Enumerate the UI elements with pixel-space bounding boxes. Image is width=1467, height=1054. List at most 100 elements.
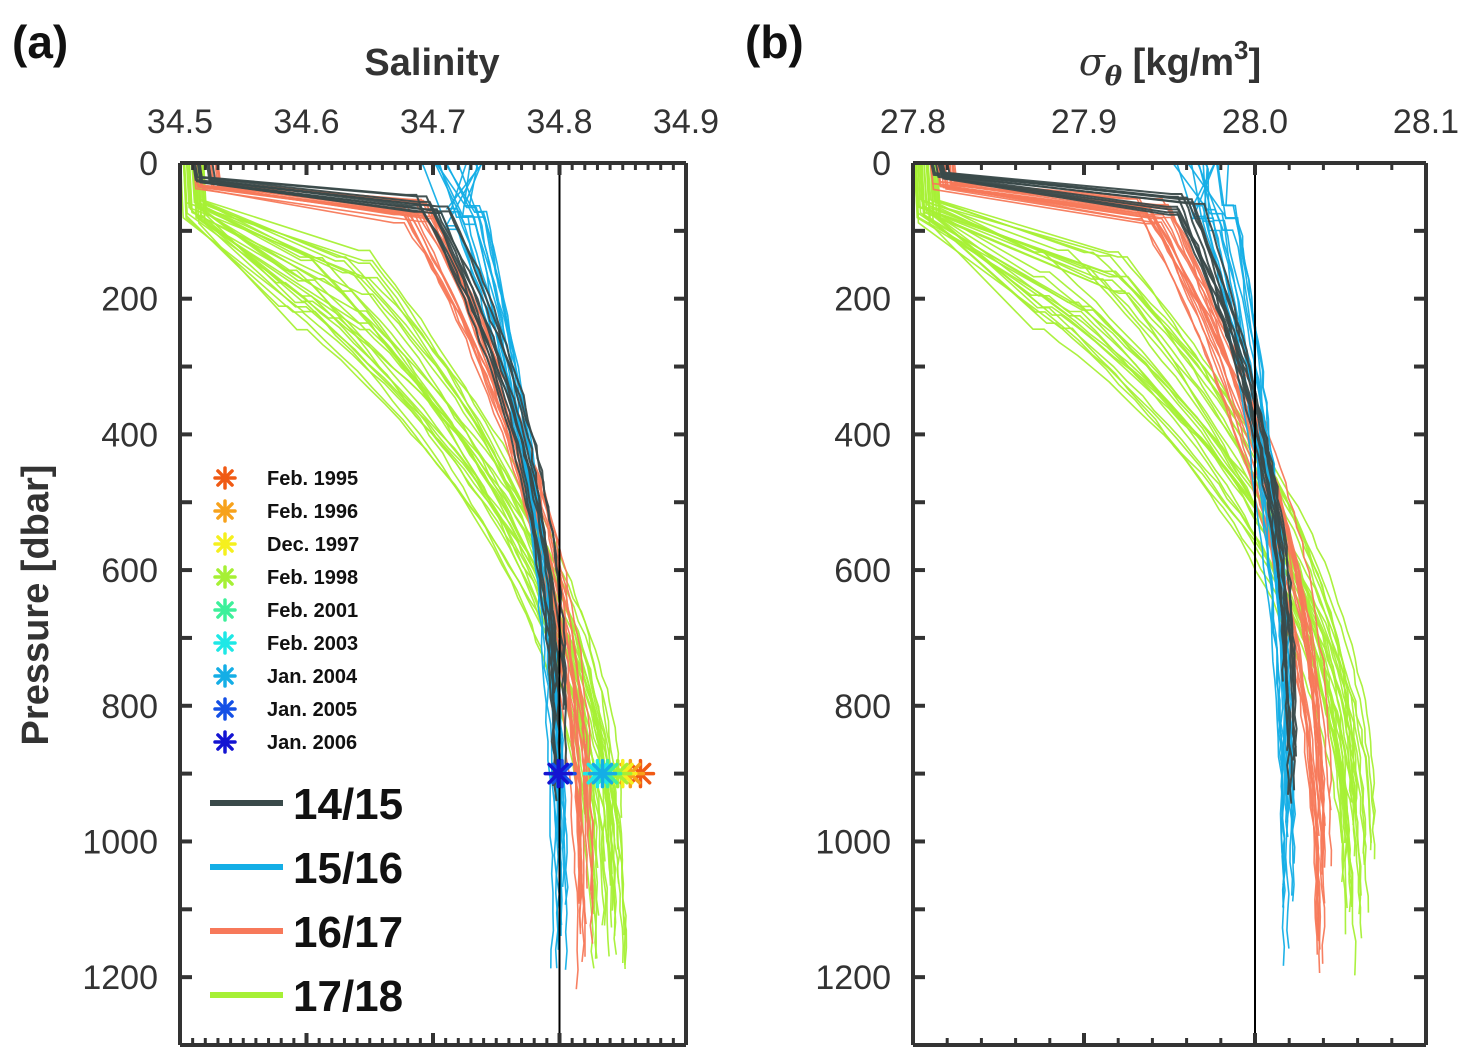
legend-series-label: 15/16 [293, 844, 403, 893]
panel-b-y-tick-label: 1000 [815, 823, 891, 861]
panel-a-marker-jan-2004 [587, 758, 618, 789]
legend-marker-label: Feb. 1998 [267, 567, 358, 589]
panel-a-y-tick-label: 0 [139, 145, 158, 183]
panel-b-y-tick-label: 400 [834, 416, 891, 454]
marker-stroke [591, 762, 614, 785]
legend-marker-icon [213, 730, 237, 754]
panel-b-x-tick-label: 27.8 [880, 103, 946, 141]
panel-b-x-axis-unit-close: ] [1249, 42, 1262, 84]
panel-a: (a) Salinity Pressure [dbar] 34.5 34.6 34.… [12, 16, 719, 1047]
panel-b-y-tick-label: 600 [834, 552, 891, 590]
panel-a-profile-17-18 [196, 163, 595, 969]
legend-marker-icon [213, 532, 237, 556]
panel-b-profile-17-18 [933, 163, 1367, 865]
panel-b-x-tick-label: 28.0 [1222, 103, 1288, 141]
panel-a-profile-17-18 [202, 163, 598, 959]
panel-a-profile-17-18 [180, 163, 614, 911]
legend-marker-label: Jan. 2006 [267, 732, 357, 754]
marker-stroke [547, 762, 570, 785]
panel-b-profile-17-18 [915, 163, 1358, 814]
panel-a-profile-15-16 [455, 163, 555, 969]
legend-marker-icon [213, 664, 237, 688]
panel-b-profile-16-17 [952, 163, 1326, 868]
panel-b-profile-15-16 [1170, 163, 1285, 909]
legend-marker-stroke [216, 469, 234, 487]
legend-marker-stroke [216, 634, 234, 652]
panel-b-x-tick-label: 27.9 [1051, 103, 1117, 141]
panel-b-x-axis-unit: [kg/m [1122, 42, 1234, 84]
panel-a-axes: 34.5 34.6 34.7 34.8 34.9 0 200 400 600 800 1000 120… [82, 103, 719, 1047]
panel-a-x-tick-label: 34.5 [147, 103, 213, 141]
legend-marker-label: Feb. 2003 [267, 633, 358, 655]
panel-a-profile-16-17 [217, 163, 587, 818]
panel-b-profile-17-18 [920, 163, 1372, 843]
legend-marker-icon [213, 631, 237, 655]
panel-b-y-tick-label: 800 [834, 688, 891, 726]
panel-a-plot-area [180, 163, 656, 1045]
panel-a-x-tick-label: 34.7 [400, 103, 466, 141]
panel-b-profile-17-18 [920, 163, 1365, 854]
legend-marker-label: Dec. 1997 [267, 534, 359, 556]
panel-a-profile-14-15 [194, 163, 558, 774]
panel-b-profile-16-17 [949, 163, 1319, 955]
panel-b: (b) σθ [kg/m3] 27.8 27.9 28.0 28.1 0 200 400 60… [745, 16, 1459, 1047]
legend-marker-stroke [216, 667, 234, 685]
panel-a-x-tick-label: 34.9 [653, 103, 719, 141]
legend-marker-stroke [216, 502, 234, 520]
panel-a-marker-jan-2006 [543, 758, 573, 789]
panel-b-x-axis-unit-exponent: 3 [1234, 35, 1248, 65]
panel-b-profile-15-16 [1202, 163, 1286, 908]
panel-b-y-tick-label: 0 [872, 145, 891, 183]
legend-series-label: 14/15 [293, 780, 403, 829]
legend-marker-label: Feb. 1996 [267, 501, 358, 523]
panel-a-y-axis-title: Pressure [dbar] [15, 465, 57, 746]
panel-a-y-tick-label: 1200 [82, 959, 158, 997]
panel-b-profile-17-18 [925, 163, 1376, 860]
legend-marker-icon [213, 565, 237, 589]
panel-b-axes: 27.8 27.9 28.0 28.1 0 200 400 600 800 1000 1200 [815, 103, 1459, 1047]
panel-a-x-axis-title: Salinity [364, 42, 499, 84]
panel-b-profile-14-15 [930, 163, 1298, 757]
panel-b-profile-17-18 [935, 163, 1372, 851]
legend-marker-icon [213, 499, 237, 523]
panel-a-y-tick-label: 800 [101, 688, 158, 726]
panel-b-x-axis-title: σθ [kg/m3] [1079, 35, 1261, 92]
legend-marker-stroke [216, 733, 234, 751]
panel-b-profile-14-15 [941, 163, 1291, 795]
panel-a-profile-15-16 [449, 163, 559, 842]
panel-a-x-tick-label: 34.8 [526, 103, 592, 141]
panel-a-profile-17-18 [183, 163, 618, 955]
panel-b-letter: (b) [745, 16, 804, 68]
legend-marker-icon [213, 697, 237, 721]
panel-a-profile-14-15 [198, 163, 556, 786]
panel-b-profile-15-16 [1191, 163, 1289, 838]
panel-b-profiles [913, 163, 1376, 976]
panel-a-legend: Feb. 1995 Feb. 1996 Dec. 1997 Feb. 1998 Feb.… [210, 466, 403, 1021]
legend-marker-icon [213, 598, 237, 622]
panel-b-profile-14-15 [946, 163, 1289, 679]
panel-a-profile-17-18 [192, 163, 598, 959]
legend-marker-label: Jan. 2004 [267, 666, 358, 688]
legend-marker-label: Feb. 2001 [267, 600, 358, 622]
panel-a-y-tick-label: 600 [101, 552, 158, 590]
legend-series-label: 16/17 [293, 908, 403, 957]
panel-b-profile-17-18 [913, 163, 1376, 825]
legend-marker-stroke [216, 535, 234, 553]
panel-a-y-tick-label: 1000 [82, 823, 158, 861]
panel-b-plot-area [913, 163, 1376, 1045]
panel-a-x-tick-label: 34.6 [273, 103, 339, 141]
panel-b-y-tick-label: 1200 [815, 959, 891, 997]
legend-marker-label: Jan. 2005 [267, 699, 357, 721]
panel-a-profile-17-18 [183, 163, 606, 926]
legend-marker-stroke [216, 568, 234, 586]
legend-marker-stroke [216, 700, 234, 718]
legend-series-label: 17/18 [293, 972, 403, 1021]
legend-marker-label: Feb. 1995 [267, 468, 358, 490]
panel-b-profile-17-18 [915, 163, 1347, 935]
sigma-symbol: σ [1079, 40, 1106, 84]
panel-a-profile-14-15 [197, 163, 556, 687]
panel-a-y-tick-label: 200 [101, 281, 158, 319]
panel-b-y-tick-label: 200 [834, 281, 891, 319]
panel-a-letter: (a) [12, 16, 68, 68]
